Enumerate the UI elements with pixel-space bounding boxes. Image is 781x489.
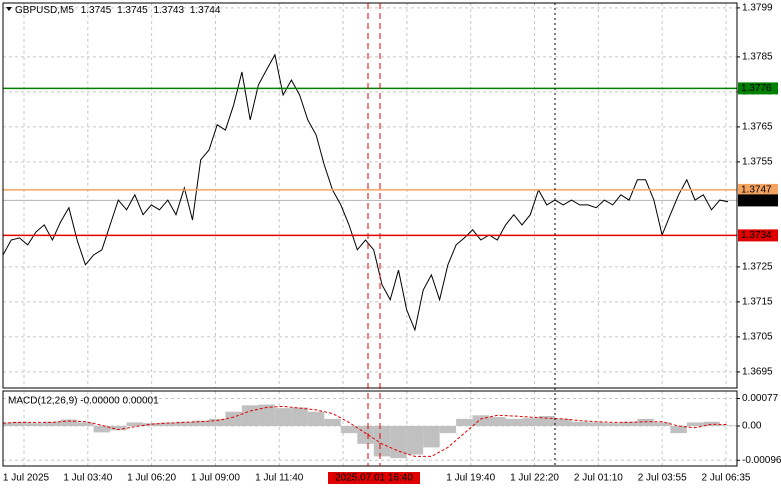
y-tick-label: 1.3755 (742, 157, 773, 168)
macd-bar (472, 415, 490, 426)
open: 1.3745 (81, 5, 112, 16)
macd-bar (587, 422, 605, 426)
macd-bar (44, 421, 61, 426)
macd-bar (241, 405, 259, 426)
macd-bar (357, 426, 374, 444)
macd-bar (703, 421, 720, 426)
cursor-label: 2025.07.01 16:40 (335, 473, 413, 484)
macd-bar (554, 418, 572, 426)
macd-bar (27, 423, 45, 426)
header: GBPUSD,M5 1.3745 1.3745 1.3743 1.3744 (15, 5, 221, 16)
macd-bar (176, 421, 193, 426)
macd-bar (307, 411, 325, 426)
macd-bar (291, 407, 308, 426)
level-box (738, 82, 778, 95)
y-tick-label: 1.3725 (742, 262, 773, 273)
x-tick-label: 1 Jul 03:40 (63, 473, 112, 484)
level-box (738, 183, 778, 196)
macd-bar (456, 418, 473, 426)
y-tick-label: 1.3765 (742, 122, 773, 133)
level-box (738, 229, 778, 242)
y-tick-label: 1.3785 (742, 52, 773, 63)
symbol: GBPUSD,M5 (15, 5, 74, 16)
y-tick-label: 1.3695 (742, 367, 773, 378)
macd-bar (192, 420, 209, 426)
macd-bar (126, 422, 144, 426)
macd-bar (274, 408, 292, 426)
macd-frame (2, 390, 738, 467)
data-layer (3, 53, 737, 459)
y-tick-label: 1.3705 (742, 332, 773, 343)
y-tick-label: 0.00077 (742, 393, 779, 404)
x-tick-label: 1 Jul 22:20 (510, 473, 559, 484)
menu-arrow (6, 7, 12, 11)
level-label: 1.3776 (741, 83, 772, 94)
level-box (738, 194, 778, 207)
macd-bar (258, 404, 275, 426)
macd-bar (390, 426, 407, 459)
macd-bar (11, 421, 28, 426)
macd-bar (208, 418, 226, 426)
macd-title: MACD(12,26,9) -0.00000 0.00001 (8, 396, 159, 407)
macd-bar (373, 426, 391, 457)
y-tick-label: 0.00 (742, 421, 762, 432)
high: 1.3745 (117, 5, 148, 16)
macd-bar (406, 426, 424, 455)
x-tick-label: 1 Jul 19:40 (446, 473, 495, 484)
macd-bar (637, 418, 654, 426)
macd-bar (3, 422, 12, 426)
macd-bar (423, 426, 440, 448)
macd-bar (522, 418, 539, 426)
macd-bar (571, 421, 588, 426)
macd-bar (620, 421, 638, 426)
macd-bar (439, 426, 457, 434)
x-tick-label: 2 Jul 06:35 (702, 473, 751, 484)
macd-bar (604, 423, 621, 426)
macd-bar (686, 422, 704, 426)
macd-bar (93, 426, 111, 433)
level-label: 1.3744 (741, 195, 772, 206)
macd-bar (719, 425, 737, 426)
macd-bar (77, 422, 94, 426)
signal-line (3, 405, 729, 457)
macd-bar (324, 418, 341, 426)
y-tick-label: -0.00096 (742, 455, 781, 466)
macd-bar (505, 418, 523, 426)
macd-bar (159, 422, 177, 426)
x-tick-label: 2 Jul 03:55 (638, 473, 687, 484)
macd-bar (489, 417, 506, 426)
y-tick-label: 1.3799 (742, 3, 773, 14)
low: 1.3743 (153, 5, 184, 16)
macd-bar (653, 422, 671, 426)
main-frame (2, 2, 738, 389)
macd-bar (538, 416, 555, 426)
x-tick-label: 1 Jul 2025 (3, 473, 50, 484)
label-layer: 1 Jul 2025 1 Jul 03:40 1 Jul 06:20 1 Jul 09… (3, 82, 778, 484)
macd-bar (340, 426, 358, 434)
y-tick-label: 1.3715 (742, 297, 773, 308)
macd-bar (670, 426, 687, 434)
x-tick-label: 1 Jul 06:20 (127, 473, 176, 484)
close: 1.3744 (190, 5, 221, 16)
macd-bar (110, 426, 127, 431)
x-tick-label: 1 Jul 09:00 (191, 473, 240, 484)
x-tick-label: 1 Jul 11:40 (255, 473, 304, 484)
level-label: 1.3734 (741, 230, 772, 241)
price-line (3, 53, 729, 332)
x-tick-label: 2 Jul 01:10 (574, 473, 623, 484)
macd-bar (60, 419, 78, 426)
macd-bar (143, 423, 160, 426)
macd-bar (225, 411, 242, 426)
grid-layer: 1.37991.37851.37751.37651.37551.37251.37… (3, 3, 781, 466)
level-label: 1.3747 (741, 185, 772, 196)
cursor-box (328, 472, 420, 484)
